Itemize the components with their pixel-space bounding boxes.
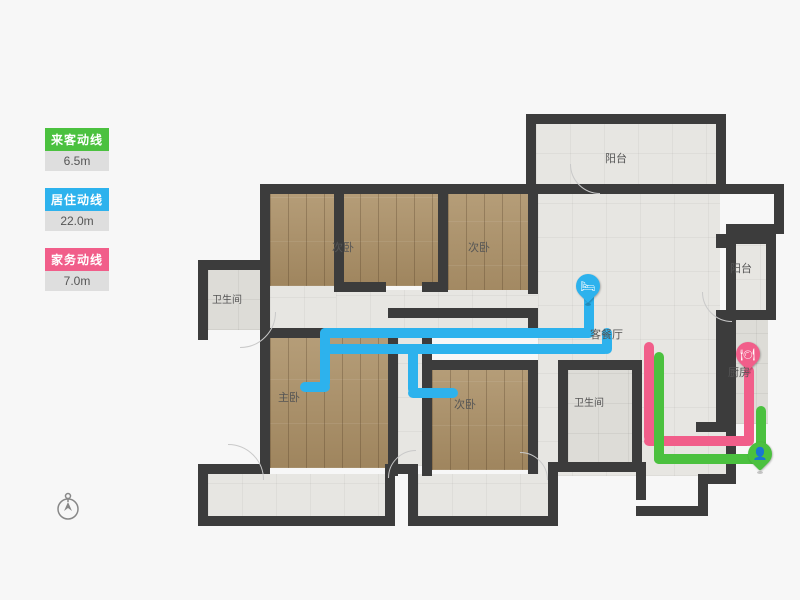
legend-item-chore: 家务动线 7.0m [45, 248, 109, 291]
room-balcony-top [536, 124, 716, 188]
wall [632, 360, 642, 472]
marker-guest-icon: 👤 [748, 442, 772, 472]
compass-icon [53, 492, 83, 522]
door-arc [388, 450, 416, 478]
room-bedroom2a [270, 194, 438, 286]
wall [408, 516, 558, 526]
route-living [320, 344, 610, 354]
wall [198, 260, 208, 340]
route-chore [744, 366, 754, 446]
room-bedroom2c [432, 370, 530, 470]
wall [716, 114, 726, 194]
route-chore [644, 342, 654, 442]
wall [334, 184, 344, 292]
room-master [270, 338, 390, 468]
wall [422, 282, 448, 292]
door-arc [702, 292, 732, 322]
door-arc [570, 164, 600, 194]
door-arc [228, 444, 264, 480]
wall [696, 422, 726, 432]
floor-plan: 🛏🍽👤阳台次卧次卧卫生间客餐厅阳台厨房主卧次卧卫生间 [170, 64, 780, 534]
wall [716, 310, 726, 430]
route-living [320, 328, 330, 388]
legend-item-living: 居住动线 22.0m [45, 188, 109, 231]
legend-label: 居住动线 [45, 188, 109, 211]
route-guest [654, 352, 664, 464]
marker-living-icon: 🛏 [576, 274, 600, 304]
wall [198, 260, 268, 270]
legend-value: 22.0m [45, 211, 109, 231]
route-living [408, 344, 418, 394]
wall [526, 114, 726, 124]
room-bathroom2 [568, 370, 634, 464]
route-living [408, 388, 458, 398]
wall [766, 234, 776, 320]
wall [438, 184, 448, 292]
door-arc [520, 452, 548, 480]
wall [526, 114, 536, 194]
wall [422, 360, 538, 370]
wall [528, 184, 538, 294]
route-living [320, 328, 594, 338]
room-balcony-bl1 [208, 474, 388, 518]
door-arc [240, 312, 276, 348]
wall [334, 282, 386, 292]
route-living [300, 382, 330, 392]
wall [636, 506, 708, 516]
wall [198, 516, 393, 526]
route-living [602, 328, 612, 354]
wall [422, 308, 538, 318]
legend-label: 家务动线 [45, 248, 109, 271]
wall [558, 360, 568, 472]
legend-item-guest: 来客动线 6.5m [45, 128, 109, 171]
legend-value: 7.0m [45, 271, 109, 291]
legend-label: 来客动线 [45, 128, 109, 151]
wall [260, 184, 726, 194]
wall [558, 360, 642, 370]
marker-chore-icon: 🍽 [736, 342, 760, 372]
room-hall-a [270, 286, 336, 332]
legend-value: 6.5m [45, 151, 109, 171]
room-balcony-bl2 [418, 474, 550, 518]
